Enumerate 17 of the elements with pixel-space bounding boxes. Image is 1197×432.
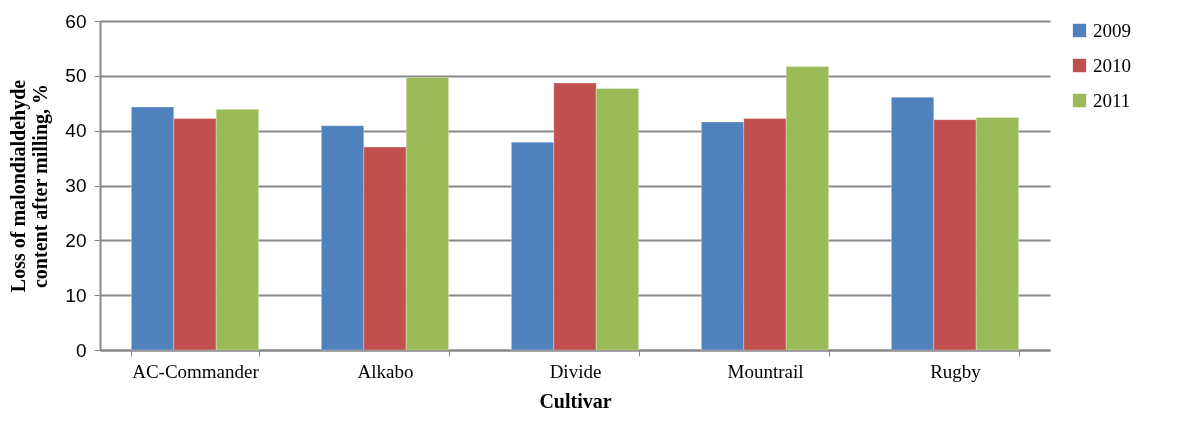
legend-label: 2009 [1093, 19, 1131, 41]
x-tick-label: Alkabo [357, 360, 414, 382]
y-tick-label: 30 [65, 175, 87, 196]
y-tick-label: 50 [65, 65, 87, 87]
x-tick-label: Divide [549, 360, 602, 382]
x-tick-label: AC-Commander [132, 360, 260, 382]
y-tick-label: 10 [65, 284, 87, 306]
y-tick-label: 0 [75, 339, 87, 361]
y-tick-label: 60 [65, 10, 87, 32]
y-axis-title: Loss of malondialdehyde content after milling, % [7, 79, 53, 293]
x-tick-label: Mountrail [727, 360, 804, 382]
x-axis-title: Cultivar [539, 389, 612, 412]
x-tick-label: Rugby [930, 360, 982, 382]
legend-label: 2010 [1093, 54, 1131, 76]
legend-label: 2011 [1093, 89, 1131, 111]
y-tick-label: 40 [65, 120, 87, 142]
y-tick-label: 20 [65, 229, 87, 251]
